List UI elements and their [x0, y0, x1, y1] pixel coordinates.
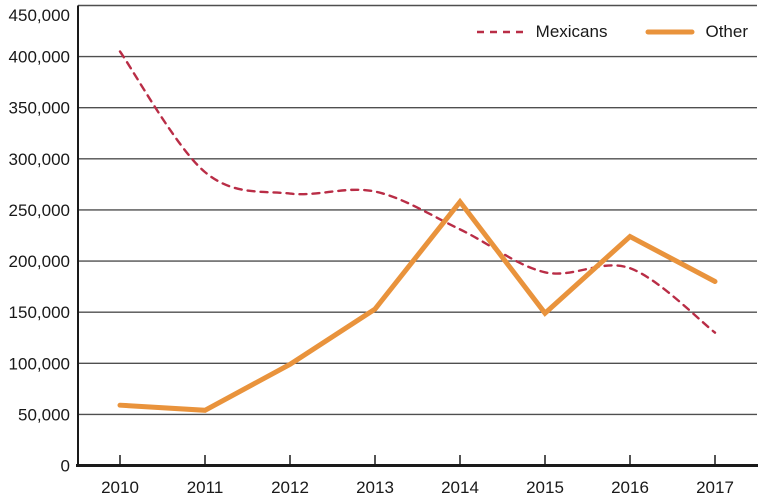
other-series-line	[117, 197, 718, 413]
x-axis-label: 2014	[441, 478, 479, 497]
mexicans-series-line	[118, 50, 717, 334]
legend-item-mexicans: Mexicans	[476, 22, 608, 42]
legend-label-other: Other	[705, 22, 748, 41]
y-axis-label: 250,000	[9, 201, 70, 220]
y-axis-label: 400,000	[9, 48, 70, 67]
y-axis-label: 0	[61, 457, 70, 476]
x-axis-label: 2016	[611, 478, 649, 497]
y-axis-label: 350,000	[9, 99, 70, 118]
legend-item-other: Other	[645, 22, 748, 42]
legend-label-mexicans: Mexicans	[535, 22, 608, 41]
x-axis-label: 2010	[101, 478, 139, 497]
y-axis-label: 150,000	[9, 303, 70, 322]
y-axis-label: 450,000	[9, 6, 70, 25]
other-line-swatch	[645, 29, 695, 35]
y-axis-label: 50,000	[18, 405, 70, 424]
y-axis-label: 300,000	[9, 150, 70, 169]
y-axis-label: 100,000	[9, 354, 70, 373]
x-axis-label: 2012	[271, 478, 309, 497]
x-axis-label: 2011	[187, 478, 224, 497]
x-axis-label: 2017	[696, 478, 734, 497]
mexicans-line-swatch	[476, 30, 525, 34]
x-axis-label: 2013	[356, 478, 394, 497]
legend: Mexicans Other	[476, 22, 748, 42]
y-axis-label: 200,000	[9, 252, 70, 271]
x-axis-label: 2015	[526, 478, 564, 497]
